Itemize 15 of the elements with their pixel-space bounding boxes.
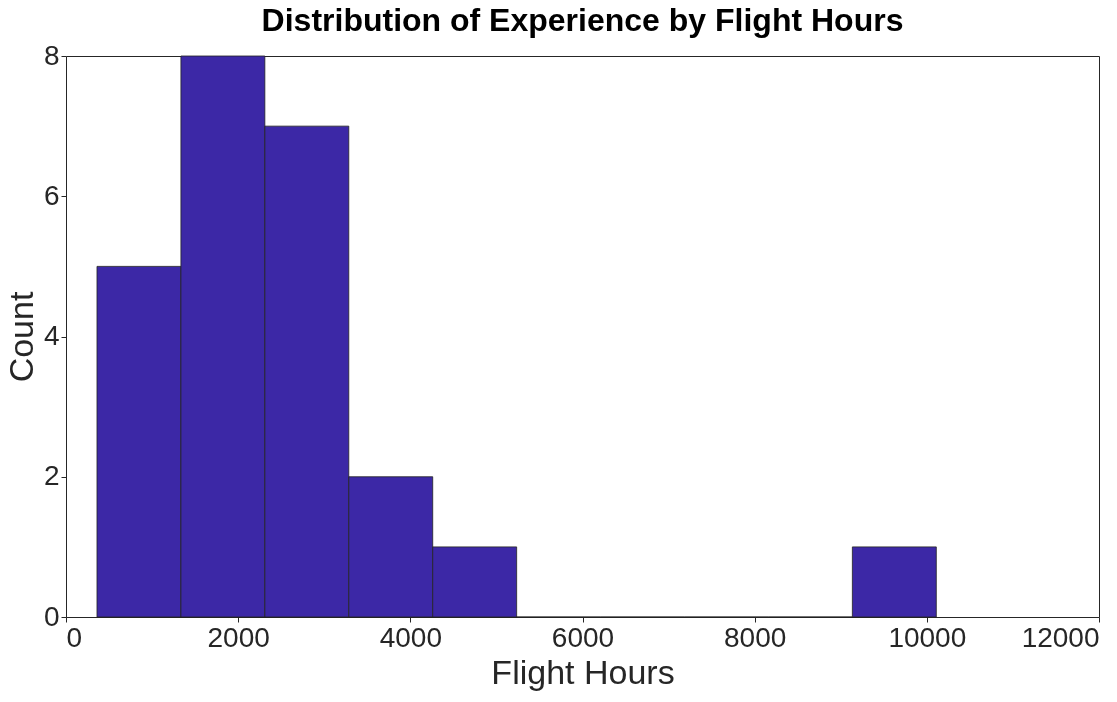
x-tick-label: 4000 (379, 621, 442, 653)
x-tick-label: 0 (66, 621, 83, 653)
y-tick-label: 4 (43, 320, 60, 351)
y-tick-label: 0 (43, 600, 60, 632)
x-tick-label: 10000 (888, 621, 967, 653)
x-tick-label: 12000 (1021, 621, 1100, 653)
x-axis-title: Flight Hours (491, 652, 675, 691)
x-tick-label: 8000 (724, 621, 787, 653)
chart-title: Distribution of Experience by Flight Hours (261, 2, 904, 38)
x-tick-label: 6000 (551, 621, 615, 653)
x-tick-label: 2000 (207, 621, 270, 653)
y-tick-label: 6 (43, 179, 60, 211)
y-tick-label: 8 (43, 39, 60, 71)
y-tick-label: 2 (43, 460, 60, 492)
y-axis-title: Count (1, 291, 40, 383)
